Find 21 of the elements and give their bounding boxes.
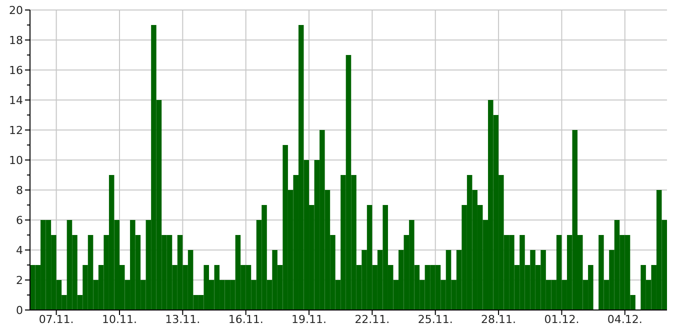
x-tick-label: 13.11. — [165, 313, 200, 326]
x-tick-label: 19.11. — [292, 313, 327, 326]
x-tick-label: 16.11. — [228, 313, 264, 326]
y-tick-label: 12 — [9, 124, 23, 137]
y-tick-label: 14 — [9, 94, 23, 107]
x-tick-label: 04.12. — [607, 313, 642, 326]
y-tick-label: 2 — [16, 274, 23, 287]
y-tick-label: 8 — [16, 184, 23, 197]
x-tick-label: 07.11. — [38, 313, 74, 326]
y-tick-label: 6 — [16, 214, 23, 227]
x-tick-label: 10.11. — [102, 313, 137, 326]
y-tick-label: 16 — [9, 64, 23, 77]
y-tick-label: 20 — [9, 4, 23, 17]
x-tick-label: 22.11. — [354, 313, 390, 326]
y-tick-label: 10 — [9, 154, 23, 167]
y-tick-label: 18 — [9, 34, 23, 47]
x-tick-label: 28.11. — [481, 313, 516, 326]
y-tick-label: 4 — [16, 244, 23, 257]
x-tick-label: 01.12. — [544, 313, 580, 326]
x-tick-label: 25.11. — [418, 313, 453, 326]
y-tick-label: 0 — [16, 304, 23, 317]
